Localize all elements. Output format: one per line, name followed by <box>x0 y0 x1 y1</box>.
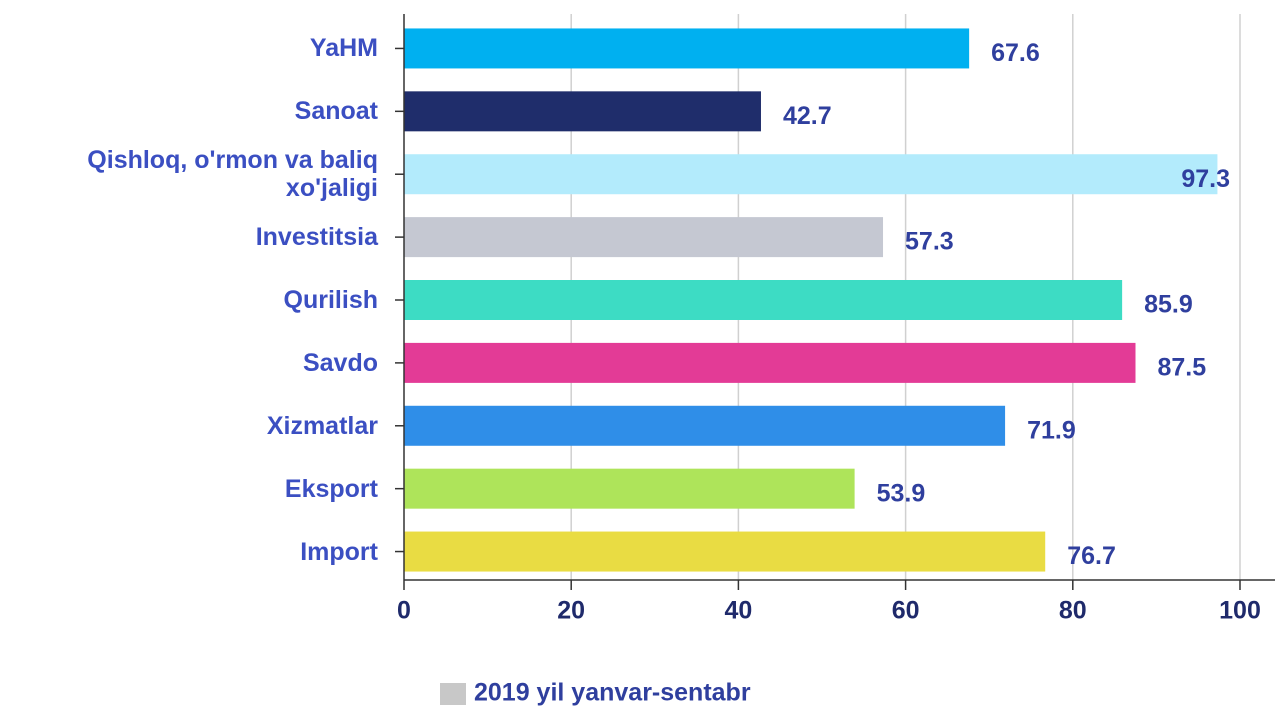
y-tick-label: Eksport <box>284 474 378 503</box>
y-tick-label: Savdo <box>302 348 378 377</box>
value-label: 42.7 <box>783 102 832 130</box>
x-tick-label: 60 <box>892 597 920 625</box>
legend-swatch <box>440 683 466 705</box>
x-tick-label: 40 <box>724 597 752 625</box>
bar <box>404 217 884 258</box>
bar <box>404 154 1218 195</box>
x-tick-label: 0 <box>397 597 411 625</box>
value-label: 71.9 <box>1027 416 1076 444</box>
bar <box>404 405 1006 446</box>
bar <box>404 91 761 132</box>
y-tick-label: Investitsia <box>255 223 378 252</box>
bar <box>404 531 1046 572</box>
bar <box>404 342 1136 383</box>
value-label: 67.6 <box>991 39 1040 67</box>
value-label: 57.3 <box>905 228 954 256</box>
y-tick-label: Sanoat <box>294 97 378 126</box>
x-tick-label: 100 <box>1219 597 1261 625</box>
value-label: 85.9 <box>1144 291 1193 319</box>
value-label: 97.3 <box>1181 165 1230 193</box>
bar <box>404 468 855 509</box>
y-tick-label: YaHM <box>309 34 378 63</box>
legend-label: 2019 yil yanvar-sentabr <box>474 679 751 707</box>
y-tick-label: Qishloq, o'rmon va baliq xo'jaligi <box>87 146 378 203</box>
bar <box>404 280 1123 320</box>
value-label: 76.7 <box>1067 542 1116 570</box>
value-label: 87.5 <box>1158 353 1207 381</box>
y-tick-label: Xizmatlar <box>266 411 378 440</box>
x-tick-label: 80 <box>1059 597 1087 625</box>
value-label: 53.9 <box>877 479 926 507</box>
x-tick-label: 20 <box>557 597 585 625</box>
y-tick-label: Qurilish <box>283 286 378 314</box>
bar <box>404 28 970 69</box>
y-tick-label: Import <box>300 537 378 566</box>
